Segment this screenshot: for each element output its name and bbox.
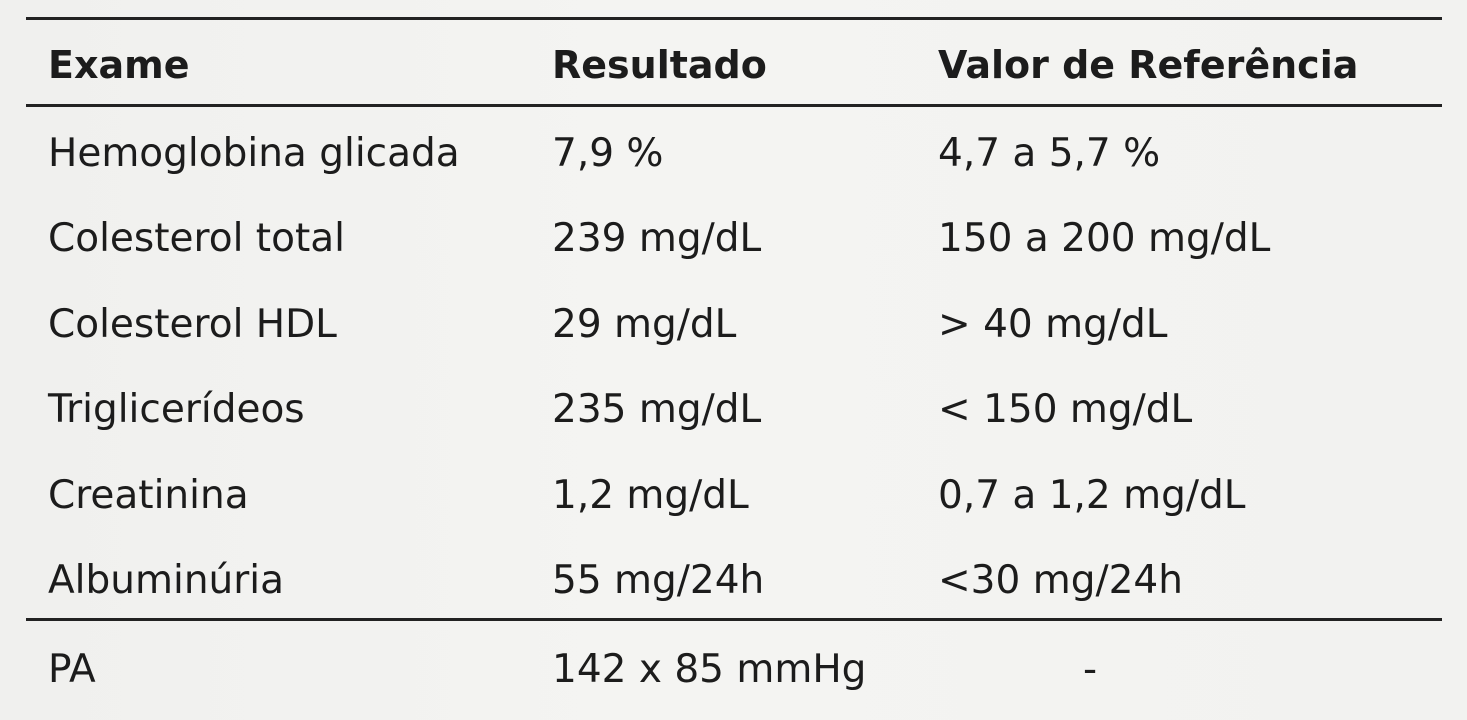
table-row: Creatinina 1,2 mg/dL 0,7 a 1,2 mg/dL — [0, 453, 1467, 539]
row-exam: Colesterol total — [48, 216, 345, 261]
row-reference: < 150 mg/dL — [938, 387, 1193, 432]
pa-separator-rule — [26, 618, 1442, 621]
row-result: 7,9 % — [552, 131, 664, 176]
row-result: 1,2 mg/dL — [552, 473, 749, 518]
table-row: Colesterol HDL 29 mg/dL > 40 mg/dL — [0, 282, 1467, 368]
table-row: Colesterol total 239 mg/dL 150 a 200 mg/… — [0, 196, 1467, 282]
table-row-pa: PA 142 x 85 mmHg - — [0, 627, 1467, 713]
table-header-row: Exame Resultado Valor de Referência — [0, 22, 1467, 108]
table-row: Triglicerídeos 235 mg/dL < 150 mg/dL — [0, 367, 1467, 453]
row-reference: 4,7 a 5,7 % — [938, 131, 1161, 176]
header-bottom-rule — [26, 104, 1442, 107]
row-reference: > 40 mg/dL — [938, 302, 1168, 347]
row-result: 55 mg/24h — [552, 558, 765, 603]
row-exam: PA — [48, 647, 96, 692]
table-row: Albuminúria 55 mg/24h <30 mg/24h — [0, 538, 1467, 624]
header-reference: Valor de Referência — [938, 43, 1359, 87]
row-reference: 150 a 200 mg/dL — [938, 216, 1271, 261]
table-row: Hemoglobina glicada 7,9 % 4,7 a 5,7 % — [0, 111, 1467, 197]
row-result: 142 x 85 mmHg — [552, 647, 867, 692]
row-result: 29 mg/dL — [552, 302, 737, 347]
row-exam: Albuminúria — [48, 558, 285, 603]
row-reference: 0,7 a 1,2 mg/dL — [938, 473, 1246, 518]
row-exam: Creatinina — [48, 473, 249, 518]
row-reference: <30 mg/24h — [938, 558, 1183, 603]
row-reference: - — [1083, 647, 1098, 692]
row-exam: Triglicerídeos — [48, 387, 305, 432]
header-result: Resultado — [552, 43, 767, 87]
row-result: 239 mg/dL — [552, 216, 762, 261]
row-exam: Colesterol HDL — [48, 302, 337, 347]
table-top-rule — [26, 17, 1442, 20]
header-exam: Exame — [48, 43, 190, 87]
row-exam: Hemoglobina glicada — [48, 131, 460, 176]
row-result: 235 mg/dL — [552, 387, 762, 432]
